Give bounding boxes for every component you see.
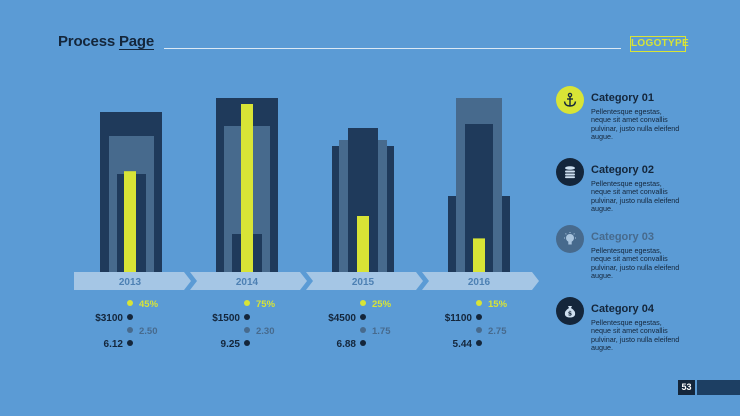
percent-label-2016: 15%: [488, 299, 508, 310]
percent-label-2013: 45%: [139, 299, 159, 310]
dot-low-2013: [127, 340, 133, 346]
legend-desc-1: Pellentesque egestas, neque sit amet con…: [591, 107, 680, 142]
legend-label-2: Category 02: [591, 164, 654, 176]
mid-value-2015: 1.75: [372, 326, 391, 337]
dot-money-2016: [476, 314, 482, 320]
header-divider: [164, 48, 621, 49]
dot-mid-2015: [360, 327, 366, 333]
legend-label-1: Category 01: [591, 92, 654, 104]
dot-mid-2016: [476, 327, 482, 333]
year-ribbon-2015: [306, 272, 423, 290]
dot-money-2013: [127, 314, 133, 320]
dot-low-2014: [244, 340, 250, 346]
legend-desc-4: Pellentesque egestas, neque sit amet con…: [591, 318, 680, 353]
dot-low-2015: [360, 340, 366, 346]
bar-2013: [124, 171, 136, 272]
low-value-2014: 9.25: [221, 339, 241, 350]
svg-text:$: $: [568, 311, 572, 318]
dot-money-2015: [360, 314, 366, 320]
dot-mid-2013: [127, 327, 133, 333]
legend-desc-3: Pellentesque egestas, neque sit amet con…: [591, 246, 680, 281]
low-value-2015: 6.88: [337, 339, 357, 350]
dot-accent-2013: [127, 300, 133, 306]
dot-accent-2015: [360, 300, 366, 306]
dot-accent-2016: [476, 300, 482, 306]
money-label-2015: $4500: [328, 313, 356, 324]
bar-2014: [241, 104, 253, 272]
legend-label-3: Category 03: [591, 231, 654, 243]
dot-mid-2014: [244, 327, 250, 333]
money-bag-icon: $: [556, 297, 584, 325]
database-icon: [556, 158, 584, 186]
money-label-2016: $1100: [445, 313, 473, 324]
mid-value-2014: 2.30: [256, 326, 275, 337]
title-part-2: Page: [118, 33, 155, 50]
lightbulb-icon: [556, 225, 584, 253]
percent-label-2014: 75%: [256, 299, 276, 310]
bar-2016: [473, 238, 485, 272]
title-part-1: Process: [58, 33, 119, 50]
logotype: LOGOTYPE: [630, 36, 689, 52]
year-ribbon-2014: [190, 272, 307, 290]
legend-desc-2: Pellentesque egestas, neque sit amet con…: [591, 179, 680, 214]
money-label-2014: $1500: [212, 313, 240, 324]
low-value-2016: 5.44: [453, 339, 473, 350]
page-number-bar: [697, 380, 740, 395]
bar-2015: [357, 216, 369, 272]
year-ribbon-2016: [422, 272, 539, 290]
percent-label-2015: 25%: [372, 299, 392, 310]
dot-money-2014: [244, 314, 250, 320]
money-label-2013: $3100: [95, 313, 123, 324]
mid-value-2013: 2.50: [139, 326, 158, 337]
year-label-2015: 2015: [352, 277, 375, 288]
mid-value-2016: 2.75: [488, 326, 507, 337]
legend-label-4: Category 04: [591, 303, 654, 315]
page-title: Process Page: [58, 33, 154, 51]
anchor-icon: [556, 86, 584, 114]
year-label-2013: 2013: [119, 277, 142, 288]
year-label-2014: 2014: [236, 277, 259, 288]
year-ribbon-2013: [74, 272, 191, 290]
page-number: 53: [678, 380, 695, 395]
dot-low-2016: [476, 340, 482, 346]
year-label-2016: 2016: [468, 277, 491, 288]
dot-accent-2014: [244, 300, 250, 306]
low-value-2013: 6.12: [104, 339, 124, 350]
